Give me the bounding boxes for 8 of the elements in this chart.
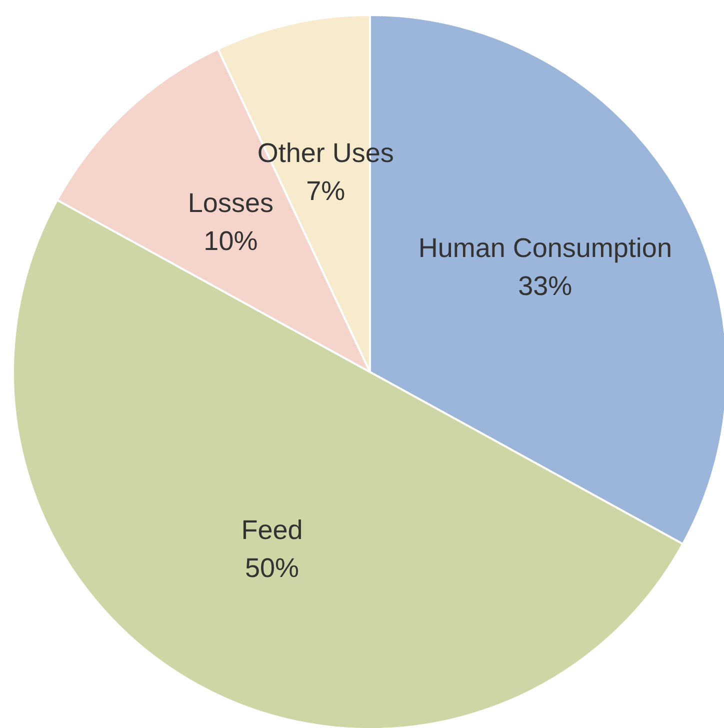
data-label: 7%	[306, 176, 346, 206]
data-label: 50%	[244, 552, 299, 583]
slice-label: Feed	[241, 514, 303, 545]
data-label: 33%	[518, 270, 572, 301]
slice-label: Other Uses	[257, 138, 394, 168]
slice-label: Losses	[188, 188, 274, 218]
slice-label: Human Consumption	[418, 232, 672, 263]
data-label: 10%	[204, 226, 258, 256]
